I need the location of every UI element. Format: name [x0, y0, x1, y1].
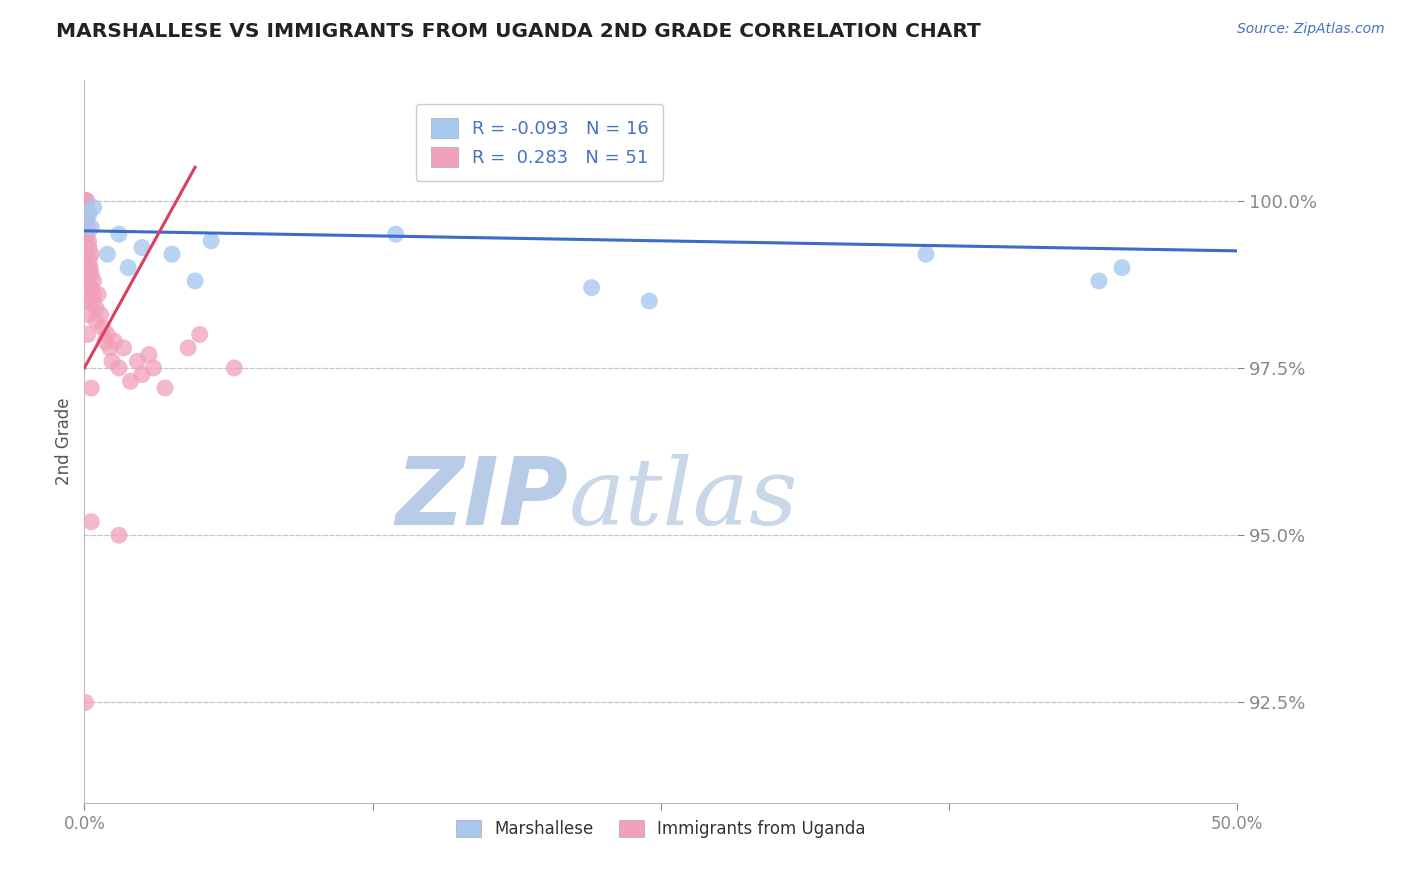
Point — [200, 234, 222, 248]
Point — [142, 360, 165, 375]
Point — [1111, 260, 1133, 275]
Point — [80, 280, 103, 294]
Point — [120, 374, 142, 388]
Point — [77, 253, 100, 268]
Point — [84, 301, 107, 315]
Point — [98, 341, 121, 355]
Point — [96, 247, 118, 261]
Point — [83, 274, 105, 288]
Point — [117, 260, 139, 275]
Point — [75, 194, 97, 208]
Point — [103, 334, 125, 348]
Point — [80, 247, 103, 261]
Point — [108, 528, 131, 542]
Point — [76, 327, 98, 342]
Point — [127, 354, 149, 368]
Point — [224, 360, 246, 375]
Point — [79, 260, 101, 275]
Point — [80, 515, 103, 529]
Point — [75, 247, 97, 261]
Point — [75, 695, 97, 709]
Point — [160, 247, 183, 261]
Point — [77, 207, 100, 221]
Point — [915, 247, 938, 261]
Point — [75, 207, 97, 221]
Point — [138, 347, 160, 361]
Point — [384, 227, 406, 241]
Point — [84, 314, 107, 328]
Point — [108, 227, 131, 241]
Point — [76, 213, 98, 227]
Point — [77, 240, 100, 254]
Point — [76, 227, 98, 241]
Legend: Marshallese, Immigrants from Uganda: Marshallese, Immigrants from Uganda — [450, 814, 872, 845]
Point — [87, 287, 110, 301]
Point — [75, 194, 97, 208]
Point — [80, 381, 103, 395]
Point — [76, 293, 98, 308]
Point — [82, 293, 104, 308]
Text: MARSHALLESE VS IMMIGRANTS FROM UGANDA 2ND GRADE CORRELATION CHART: MARSHALLESE VS IMMIGRANTS FROM UGANDA 2N… — [56, 22, 981, 41]
Point — [76, 308, 98, 322]
Point — [76, 207, 98, 221]
Point — [184, 274, 207, 288]
Point — [76, 194, 98, 208]
Point — [153, 381, 176, 395]
Point — [83, 287, 105, 301]
Point — [1088, 274, 1111, 288]
Point — [75, 227, 97, 241]
Point — [177, 341, 200, 355]
Text: atlas: atlas — [568, 454, 799, 544]
Point — [94, 334, 117, 348]
Point — [131, 240, 153, 254]
Point — [83, 200, 105, 214]
Point — [79, 280, 101, 294]
Text: Source: ZipAtlas.com: Source: ZipAtlas.com — [1237, 22, 1385, 37]
Point — [101, 354, 124, 368]
Point — [76, 274, 98, 288]
Point — [80, 267, 103, 281]
Point — [638, 293, 661, 308]
Point — [581, 280, 603, 294]
Point — [112, 341, 135, 355]
Point — [80, 220, 103, 235]
Point — [91, 321, 114, 335]
Point — [76, 220, 98, 235]
Point — [75, 260, 97, 275]
Point — [108, 360, 131, 375]
Point — [188, 327, 211, 342]
Y-axis label: 2nd Grade: 2nd Grade — [55, 398, 73, 485]
Point — [77, 260, 100, 275]
Point — [96, 327, 118, 342]
Point — [89, 308, 111, 322]
Point — [75, 200, 97, 214]
Point — [131, 368, 153, 382]
Point — [77, 234, 100, 248]
Text: ZIP: ZIP — [395, 453, 568, 545]
